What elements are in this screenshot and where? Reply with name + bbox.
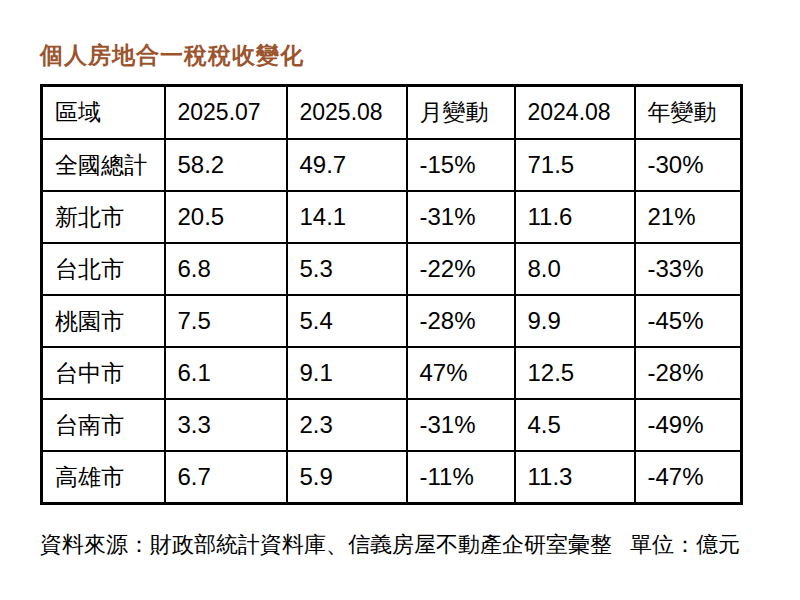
column-header: 2025.07: [165, 86, 287, 140]
value-cell: 49.7: [287, 139, 407, 191]
value-cell: 7.5: [165, 295, 287, 347]
table-body: 全國總計58.249.7-15%71.5-30%新北市20.514.1-31%1…: [42, 139, 742, 504]
table-row: 全國總計58.249.7-15%71.5-30%: [42, 139, 742, 191]
region-cell: 台南市: [42, 399, 165, 451]
value-cell: 4.5: [515, 399, 635, 451]
value-cell: -45%: [635, 295, 742, 347]
tax-revenue-table: 區域2025.072025.08月變動2024.08年變動 全國總計58.249…: [40, 84, 743, 505]
column-header: 月變動: [407, 86, 515, 140]
value-cell: 5.9: [287, 451, 407, 504]
value-cell: 21%: [635, 191, 742, 243]
value-cell: -28%: [407, 295, 515, 347]
value-cell: 47%: [407, 347, 515, 399]
value-cell: 12.5: [515, 347, 635, 399]
value-cell: 8.0: [515, 243, 635, 295]
header-row: 區域2025.072025.08月變動2024.08年變動: [42, 86, 742, 140]
value-cell: 5.3: [287, 243, 407, 295]
value-cell: -33%: [635, 243, 742, 295]
value-cell: 9.1: [287, 347, 407, 399]
table-row: 台南市3.32.3-31%4.5-49%: [42, 399, 742, 451]
value-cell: 20.5: [165, 191, 287, 243]
value-cell: -22%: [407, 243, 515, 295]
value-cell: -47%: [635, 451, 742, 504]
value-cell: -11%: [407, 451, 515, 504]
source-note: 資料來源：財政部統計資料庫、信義房屋不動產企研室彙整: [40, 530, 612, 560]
value-cell: 6.7: [165, 451, 287, 504]
value-cell: 3.3: [165, 399, 287, 451]
page-title: 個人房地合一稅稅收變化: [40, 40, 304, 71]
footer: 資料來源：財政部統計資料庫、信義房屋不動產企研室彙整 單位：億元: [40, 530, 740, 560]
column-header: 區域: [42, 86, 165, 140]
region-cell: 全國總計: [42, 139, 165, 191]
table-row: 台中市6.19.147%12.5-28%: [42, 347, 742, 399]
value-cell: 5.4: [287, 295, 407, 347]
value-cell: 14.1: [287, 191, 407, 243]
value-cell: -49%: [635, 399, 742, 451]
table-header-row: 區域2025.072025.08月變動2024.08年變動: [42, 86, 742, 140]
table-row: 新北市20.514.1-31%11.621%: [42, 191, 742, 243]
value-cell: -31%: [407, 191, 515, 243]
region-cell: 台中市: [42, 347, 165, 399]
value-cell: -31%: [407, 399, 515, 451]
value-cell: -15%: [407, 139, 515, 191]
value-cell: -30%: [635, 139, 742, 191]
value-cell: 71.5: [515, 139, 635, 191]
region-cell: 桃園市: [42, 295, 165, 347]
column-header: 2024.08: [515, 86, 635, 140]
value-cell: 9.9: [515, 295, 635, 347]
value-cell: 11.3: [515, 451, 635, 504]
value-cell: -28%: [635, 347, 742, 399]
table-row: 台北市6.85.3-22%8.0-33%: [42, 243, 742, 295]
region-cell: 台北市: [42, 243, 165, 295]
column-header: 年變動: [635, 86, 742, 140]
table-row: 桃園市7.55.4-28%9.9-45%: [42, 295, 742, 347]
unit-note: 單位：億元: [630, 530, 740, 560]
region-cell: 新北市: [42, 191, 165, 243]
value-cell: 6.8: [165, 243, 287, 295]
value-cell: 6.1: [165, 347, 287, 399]
value-cell: 11.6: [515, 191, 635, 243]
value-cell: 2.3: [287, 399, 407, 451]
table-row: 高雄市6.75.9-11%11.3-47%: [42, 451, 742, 504]
region-cell: 高雄市: [42, 451, 165, 504]
value-cell: 58.2: [165, 139, 287, 191]
column-header: 2025.08: [287, 86, 407, 140]
page: 個人房地合一稅稅收變化 區域2025.072025.08月變動2024.08年變…: [0, 0, 800, 600]
